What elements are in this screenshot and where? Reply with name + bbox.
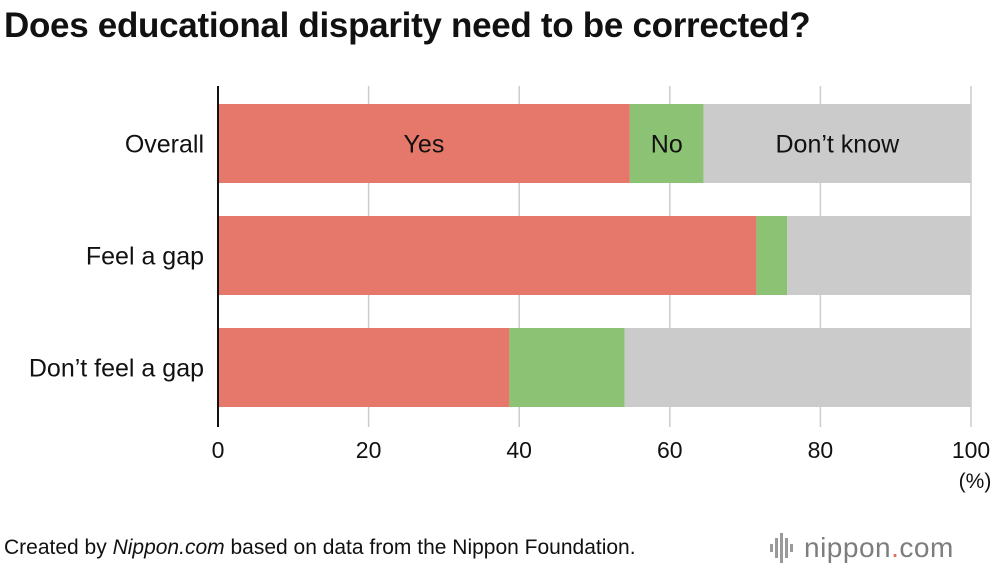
- nippon-logo: nippon.com: [770, 532, 954, 564]
- segment-label-no: No: [651, 131, 683, 159]
- bar-feel-a-gap-don-t-know: [787, 216, 971, 295]
- x-tick-label-80: 80: [808, 437, 834, 463]
- x-tick-label-40: 40: [506, 437, 532, 463]
- source-note: Created by Nippon.com based on data from…: [4, 536, 636, 560]
- x-tick-label-100: 100: [952, 437, 990, 463]
- logo-word: nippon: [804, 532, 892, 563]
- bar-feel-a-gap-yes: [218, 216, 757, 295]
- x-tick-label-20: 20: [356, 437, 382, 463]
- bars: [218, 104, 971, 407]
- bar-don-t-feel-a-gap-yes: [218, 328, 510, 407]
- bar-overall-yes: [218, 104, 630, 183]
- x-axis-unit: (%): [959, 470, 992, 493]
- logo-wordmark: nippon.com: [804, 532, 954, 564]
- bar-overall-no: [629, 104, 704, 183]
- segment-label-yes: Yes: [404, 131, 445, 159]
- logo-tld: com: [899, 532, 954, 563]
- bar-feel-a-gap-no: [756, 216, 788, 295]
- bar-don-t-feel-a-gap-don-t-know: [624, 328, 971, 407]
- category-label-feel-a-gap: Feel a gap: [86, 243, 204, 271]
- bar-don-t-feel-a-gap-no: [509, 328, 625, 407]
- source-name: Nippon.com: [112, 536, 225, 559]
- category-labels: Overall Feel a gap Don’t feel a gap: [29, 131, 204, 383]
- segment-label-don-t-know: Don’t know: [776, 131, 901, 159]
- category-label-overall: Overall: [125, 131, 204, 159]
- logo-dot: .: [891, 532, 900, 563]
- logo-bars-icon: [770, 533, 793, 563]
- source-prefix: Created by: [4, 536, 113, 559]
- category-label-don-t-feel-a-gap: Don’t feel a gap: [29, 355, 204, 383]
- x-tick-label-0: 0: [212, 437, 225, 463]
- chart-title: Does educational disparity need to be co…: [4, 6, 811, 45]
- bar-overall-don-t-know: [703, 104, 971, 183]
- x-tick-label-60: 60: [657, 437, 683, 463]
- x-tick-labels: 0 20 40 60 80 100: [212, 437, 991, 463]
- source-suffix: based on data from the Nippon Foundation…: [224, 536, 636, 559]
- segment-labels: Yes No Don’t know: [404, 131, 901, 159]
